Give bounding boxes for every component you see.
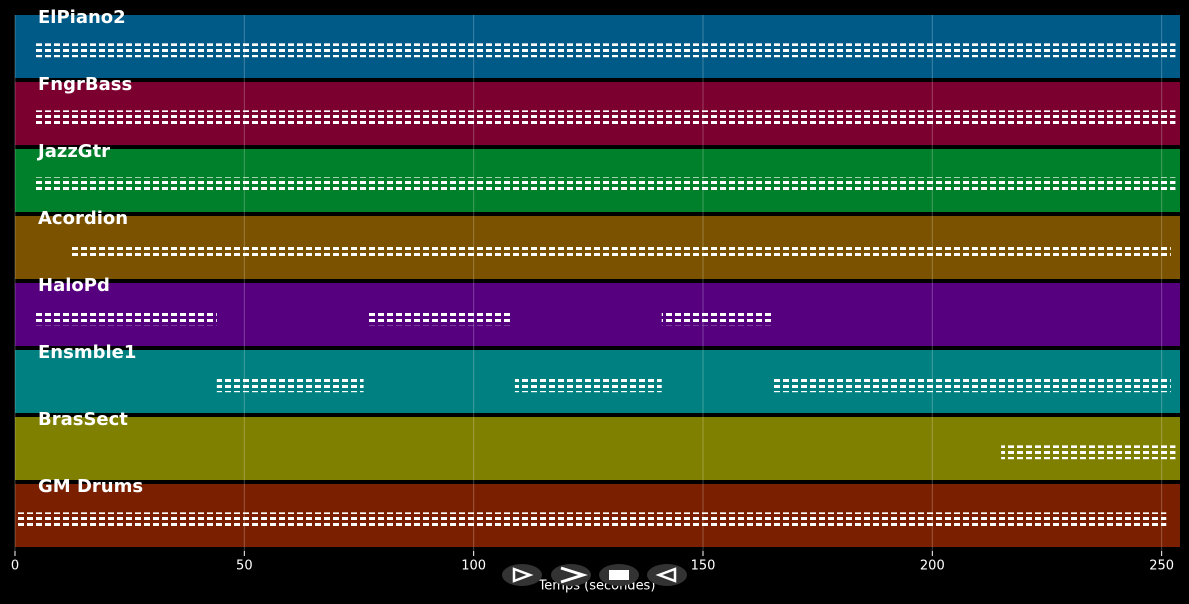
play-button[interactable] [502, 564, 542, 586]
forward-button[interactable] [551, 564, 591, 586]
x-tick-label: 250 [1149, 559, 1174, 574]
track-name: GM Drums [38, 476, 143, 497]
note-segment [368, 311, 511, 326]
track-name: BrasSect [38, 409, 128, 430]
note-segment [70, 244, 1171, 259]
track-name: Ensmble1 [38, 342, 136, 363]
x-tick-label: 150 [691, 559, 716, 574]
note-segment [771, 378, 1171, 393]
note-segment [33, 43, 1176, 58]
note-segment [661, 311, 772, 326]
x-tick-label: 50 [236, 559, 253, 574]
x-tick-label: 100 [461, 559, 486, 574]
track-name: Acordion [38, 208, 128, 229]
note-segment [15, 512, 1167, 527]
note-segment [33, 177, 1176, 192]
x-tick-label: 200 [920, 559, 945, 574]
track-name: JazzGtr [36, 141, 110, 162]
note-segment [216, 378, 364, 393]
stop-button[interactable] [599, 564, 639, 586]
track-panel [15, 417, 1180, 480]
note-segment [33, 110, 1176, 125]
x-tick-label: 0 [11, 559, 19, 574]
track-name: FngrBass [38, 74, 132, 95]
track-name: ElPiano2 [38, 7, 126, 28]
track-name: HaloPd [38, 275, 110, 296]
note-segment [33, 311, 217, 326]
note-segment [514, 378, 662, 393]
rewind-button[interactable] [647, 564, 687, 586]
note-segment [1001, 445, 1176, 460]
player-controls [502, 564, 687, 586]
